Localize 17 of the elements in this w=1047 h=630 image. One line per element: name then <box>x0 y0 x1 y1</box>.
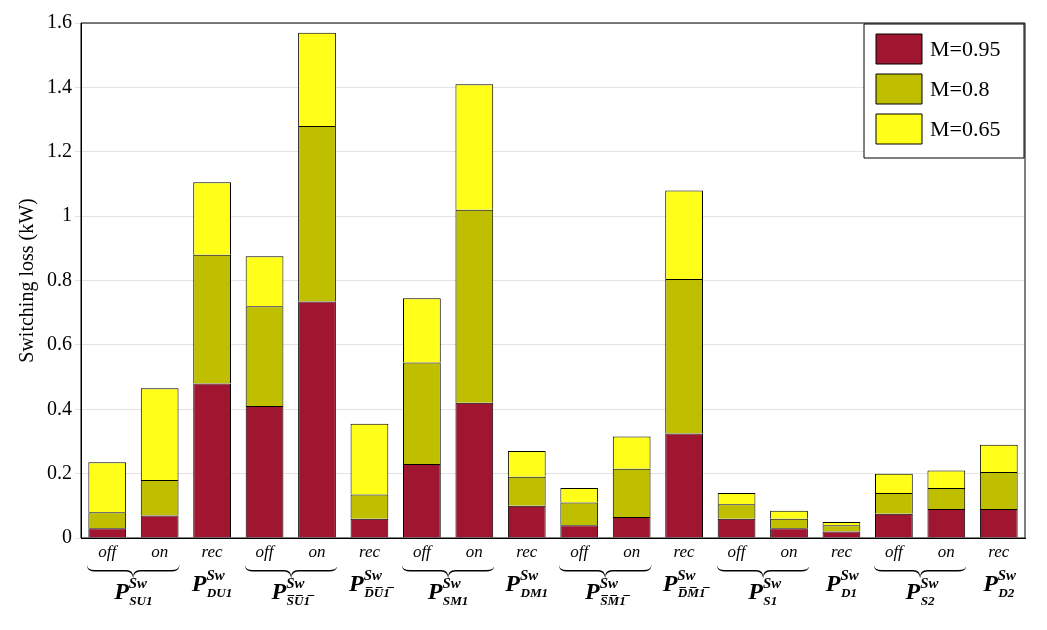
legend-label: M=0.8 <box>930 75 990 101</box>
x-tick-label: on <box>150 542 170 562</box>
legend-label: M=0.95 <box>930 35 1001 61</box>
y-tick-label: 0.8 <box>47 267 72 290</box>
y-tick-label: 1.6 <box>47 10 72 33</box>
x-tick-label: on <box>779 542 799 562</box>
y-tick-label: 0.2 <box>47 460 72 483</box>
y-tick-label: 0 <box>62 525 72 548</box>
y-axis-title: Switching loss (kW) <box>15 198 39 363</box>
y-tick-label: 1 <box>62 203 72 226</box>
y-tick-label: 0.6 <box>47 332 72 355</box>
y-tick-label: 1.4 <box>47 74 72 97</box>
y-tick-label: 1.2 <box>47 139 72 161</box>
x-tick-label: on <box>936 542 956 562</box>
legend-label: M=0.65 <box>930 115 1001 141</box>
y-tick-label: 0.4 <box>47 396 72 419</box>
x-tick-label: on <box>307 542 327 562</box>
